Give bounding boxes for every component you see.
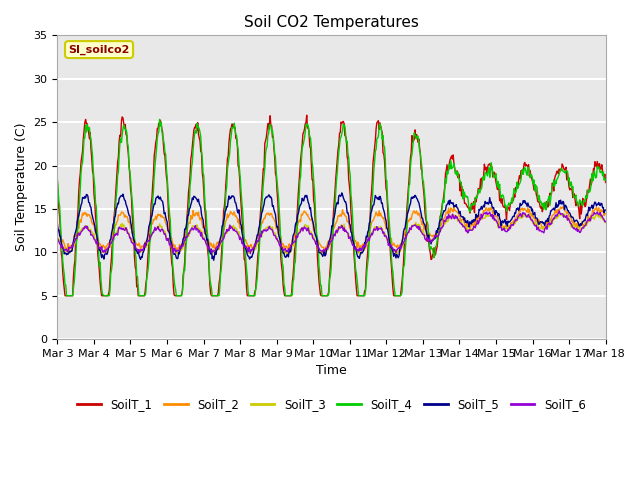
SoilT_6 — [205, 244, 213, 250]
SoilT_1 — [121, 125, 129, 131]
Text: SI_soilco2: SI_soilco2 — [68, 45, 130, 55]
SoilT_6 — [54, 235, 61, 241]
SoilT_3 — [319, 252, 327, 258]
SoilT_2 — [602, 211, 609, 216]
SoilT_4 — [416, 148, 424, 154]
SoilT_1 — [64, 293, 72, 299]
Line: SoilT_1: SoilT_1 — [58, 115, 605, 296]
SoilT_4 — [602, 177, 609, 183]
SoilT_3 — [205, 245, 212, 251]
SoilT_5 — [210, 257, 218, 263]
SoilT_1 — [205, 267, 213, 273]
SoilT_1 — [177, 293, 184, 299]
SoilT_6 — [399, 241, 406, 247]
SoilT_5 — [338, 190, 346, 196]
SoilT_3 — [399, 241, 406, 247]
SoilT_6 — [556, 208, 563, 214]
SoilT_2 — [205, 240, 213, 245]
SoilT_2 — [121, 214, 129, 220]
SoilT_4 — [63, 293, 70, 299]
Title: Soil CO2 Temperatures: Soil CO2 Temperatures — [244, 15, 419, 30]
SoilT_2 — [399, 237, 406, 242]
SoilT_5 — [120, 194, 127, 200]
SoilT_2 — [415, 210, 422, 216]
SoilT_4 — [400, 264, 408, 270]
Y-axis label: Soil Temperature (C): Soil Temperature (C) — [15, 123, 28, 252]
SoilT_1 — [400, 259, 408, 264]
SoilT_5 — [416, 203, 424, 209]
SoilT_6 — [177, 243, 184, 249]
SoilT_5 — [205, 241, 212, 247]
SoilT_5 — [54, 221, 61, 227]
SoilT_6 — [170, 251, 177, 257]
SoilT_3 — [175, 248, 183, 253]
SoilT_5 — [400, 228, 408, 234]
SoilT_6 — [120, 227, 127, 232]
SoilT_3 — [63, 249, 71, 254]
SoilT_4 — [206, 277, 214, 283]
Line: SoilT_3: SoilT_3 — [58, 213, 605, 255]
SoilT_5 — [175, 251, 183, 257]
SoilT_3 — [556, 210, 564, 216]
SoilT_4 — [177, 293, 185, 299]
SoilT_2 — [65, 249, 73, 254]
SoilT_1 — [61, 293, 69, 299]
SoilT_4 — [121, 124, 129, 130]
Line: SoilT_6: SoilT_6 — [58, 211, 605, 254]
SoilT_3 — [54, 234, 61, 240]
SoilT_3 — [602, 220, 609, 226]
SoilT_1 — [416, 145, 424, 151]
SoilT_2 — [450, 203, 458, 209]
SoilT_6 — [602, 219, 609, 225]
SoilT_5 — [63, 251, 71, 257]
SoilT_6 — [63, 249, 71, 254]
SoilT_3 — [120, 222, 127, 228]
SoilT_2 — [54, 225, 61, 230]
SoilT_1 — [303, 112, 310, 118]
Legend: SoilT_1, SoilT_2, SoilT_3, SoilT_4, SoilT_5, SoilT_6: SoilT_1, SoilT_2, SoilT_3, SoilT_4, Soil… — [72, 394, 591, 416]
SoilT_4 — [156, 117, 163, 122]
SoilT_1 — [602, 180, 609, 185]
Line: SoilT_2: SoilT_2 — [58, 206, 605, 252]
SoilT_2 — [63, 247, 71, 252]
SoilT_4 — [54, 177, 61, 183]
SoilT_2 — [177, 245, 184, 251]
SoilT_1 — [54, 179, 61, 185]
SoilT_6 — [415, 227, 422, 232]
Line: SoilT_5: SoilT_5 — [58, 193, 605, 260]
SoilT_3 — [415, 221, 422, 227]
SoilT_4 — [64, 293, 72, 299]
Line: SoilT_4: SoilT_4 — [58, 120, 605, 296]
X-axis label: Time: Time — [316, 364, 347, 377]
SoilT_5 — [602, 207, 609, 213]
